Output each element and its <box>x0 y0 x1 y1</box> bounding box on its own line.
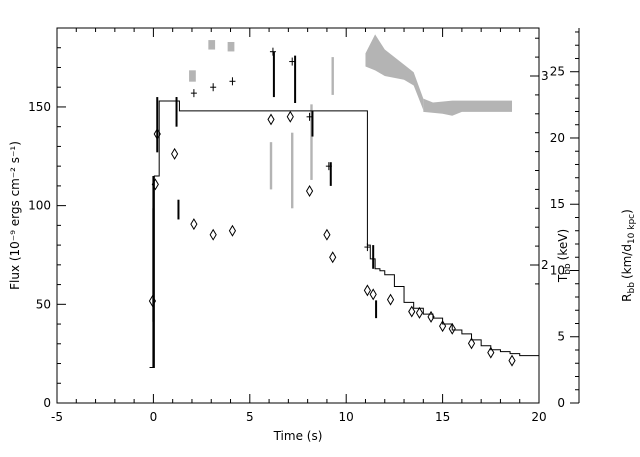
radius-axis-label-unit-a: (km/d <box>620 244 634 279</box>
x-tick-label: 10 <box>339 410 354 424</box>
radius-point <box>487 346 495 359</box>
radius-axis-label-unit-b: ) <box>620 209 634 214</box>
radius-point <box>448 322 456 335</box>
temperature-axis-label-unit: (keV) <box>556 229 570 260</box>
radius-point <box>508 354 516 367</box>
radius-point <box>305 185 314 197</box>
radius-tick-label: 5 <box>557 330 565 344</box>
radius-point <box>363 284 371 297</box>
x-tick-label: 0 <box>150 410 158 424</box>
radius-point <box>386 293 395 306</box>
radius-point <box>467 337 476 350</box>
temperature-tick-label: 2 <box>541 258 549 272</box>
radius-point <box>148 294 157 307</box>
y-axis-label: Flux (10⁻⁹ ergs cm⁻² s⁻¹) <box>8 141 22 290</box>
temperature-band <box>269 142 273 190</box>
radius-tick-label: 25 <box>550 65 565 79</box>
temperature-band <box>310 104 313 180</box>
x-tick-label: 15 <box>435 410 450 424</box>
temperature-band <box>365 34 424 111</box>
x-tick-label: 20 <box>531 410 546 424</box>
temperature-axis-label-sub: bb <box>563 263 573 275</box>
x-tick-label: -5 <box>51 410 63 424</box>
y-tick-label: 50 <box>36 297 51 311</box>
radius-axis-label: Rbb (km/d10 kpc) <box>620 209 637 302</box>
temperature-axis-label-main: T <box>556 274 570 283</box>
radius-tick-label: 0 <box>557 396 565 410</box>
temperature-band <box>423 98 513 116</box>
y-tick-label: 0 <box>43 396 51 410</box>
radius-point <box>190 218 198 231</box>
radius-point <box>415 306 424 319</box>
temperature-axis-label: Tbb (keV) <box>556 229 573 283</box>
radius-point <box>323 228 331 241</box>
radius-tick-label: 15 <box>550 197 565 211</box>
temperature-band <box>208 40 216 50</box>
y-tick-label: 100 <box>28 199 51 213</box>
x-tick-label: 5 <box>246 410 254 424</box>
radius-axis-label-main: R <box>620 293 634 301</box>
radius-axis-label-unit-sub: 10 kpc <box>627 214 637 244</box>
radius-point <box>209 228 217 241</box>
y-tick-label: 150 <box>28 100 51 114</box>
radius-point <box>408 305 416 318</box>
temperature-band <box>227 41 235 52</box>
temperature-tick-label: 3 <box>541 69 549 83</box>
temperature-band <box>331 57 334 95</box>
radius-tick-label: 20 <box>550 131 565 145</box>
temperature-band <box>291 132 294 209</box>
radius-axis-label-sub: bb <box>627 282 637 294</box>
temperature-band <box>189 70 196 82</box>
radius-point <box>286 110 294 123</box>
radius-point <box>329 251 337 264</box>
radius-point <box>439 320 447 333</box>
x-axis-label: Time (s) <box>273 429 323 443</box>
radius-point <box>153 128 161 140</box>
plot-frame <box>56 27 540 404</box>
radius-point <box>171 147 179 160</box>
radius-point <box>151 178 159 191</box>
radius-tick-label: 10 <box>550 263 565 277</box>
radius-point <box>228 224 237 237</box>
radius-point <box>267 113 275 126</box>
radius-point <box>369 288 377 301</box>
radius-point <box>427 310 435 323</box>
